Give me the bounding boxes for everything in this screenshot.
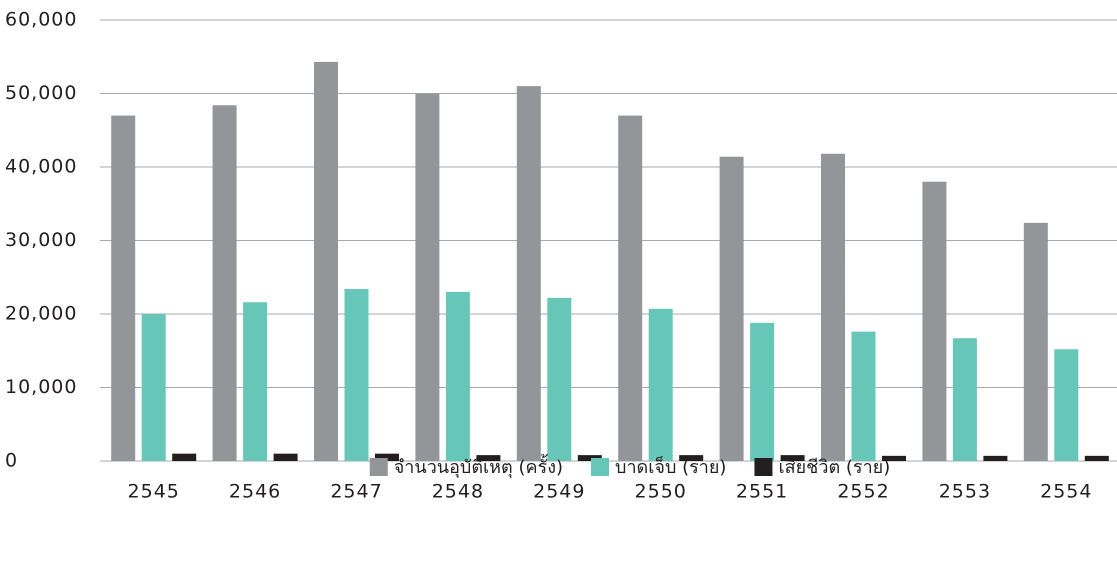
bar bbox=[111, 115, 136, 462]
bar bbox=[516, 86, 541, 462]
bar bbox=[172, 453, 197, 461]
bar bbox=[212, 105, 237, 461]
bar bbox=[141, 314, 166, 461]
bar bbox=[983, 455, 1008, 461]
bar bbox=[648, 308, 673, 461]
bar bbox=[1023, 222, 1048, 461]
bar bbox=[415, 93, 440, 461]
bar bbox=[314, 61, 338, 462]
y-tick-label: 60,000 bbox=[5, 9, 77, 31]
bar bbox=[952, 338, 977, 461]
y-tick-label: 10,000 bbox=[5, 376, 77, 398]
bar bbox=[445, 291, 470, 461]
bar bbox=[375, 453, 399, 461]
bar bbox=[476, 455, 501, 461]
x-tick-label: 2552 bbox=[837, 481, 889, 503]
x-tick-label: 2546 bbox=[229, 481, 281, 503]
bar bbox=[922, 181, 947, 461]
y-tick-label: 20,000 bbox=[5, 303, 77, 325]
x-tick-label: 2547 bbox=[330, 481, 382, 503]
y-tick-label: 50,000 bbox=[5, 82, 77, 104]
legend-swatch bbox=[591, 458, 610, 476]
x-tick-label: 2545 bbox=[128, 481, 180, 503]
bar bbox=[780, 455, 805, 461]
bar bbox=[1054, 349, 1079, 461]
bar bbox=[344, 289, 369, 461]
bar bbox=[679, 455, 704, 461]
bar bbox=[547, 297, 572, 461]
y-tick-label: 30,000 bbox=[5, 229, 77, 251]
legend-label: จำนวนอุบัติเหตุ (ครั้ง) bbox=[394, 454, 563, 478]
x-tick-label: 2548 bbox=[432, 481, 484, 503]
bar bbox=[750, 322, 775, 461]
legend-label: บาดเจ็บ (ราย) bbox=[615, 455, 726, 478]
x-tick-label: 2551 bbox=[736, 481, 788, 503]
x-tick-label: 2554 bbox=[1040, 481, 1092, 503]
y-tick-label: 40,000 bbox=[5, 156, 77, 178]
y-tick-label: 0 bbox=[5, 450, 18, 472]
bar bbox=[273, 453, 298, 461]
legend-swatch bbox=[754, 458, 773, 476]
legend-swatch bbox=[369, 458, 388, 476]
bar bbox=[618, 115, 643, 462]
legend-label: เสียชีวิต (ราย) bbox=[778, 457, 890, 478]
bar bbox=[821, 153, 845, 461]
x-tick-label: 2549 bbox=[533, 481, 585, 503]
bar bbox=[243, 302, 268, 461]
bar bbox=[719, 156, 744, 461]
x-tick-label: 2553 bbox=[939, 481, 991, 503]
bar bbox=[851, 331, 876, 461]
x-tick-label: 2550 bbox=[635, 481, 687, 503]
bar bbox=[577, 455, 602, 461]
bar bbox=[882, 455, 906, 461]
bar bbox=[1084, 455, 1109, 461]
